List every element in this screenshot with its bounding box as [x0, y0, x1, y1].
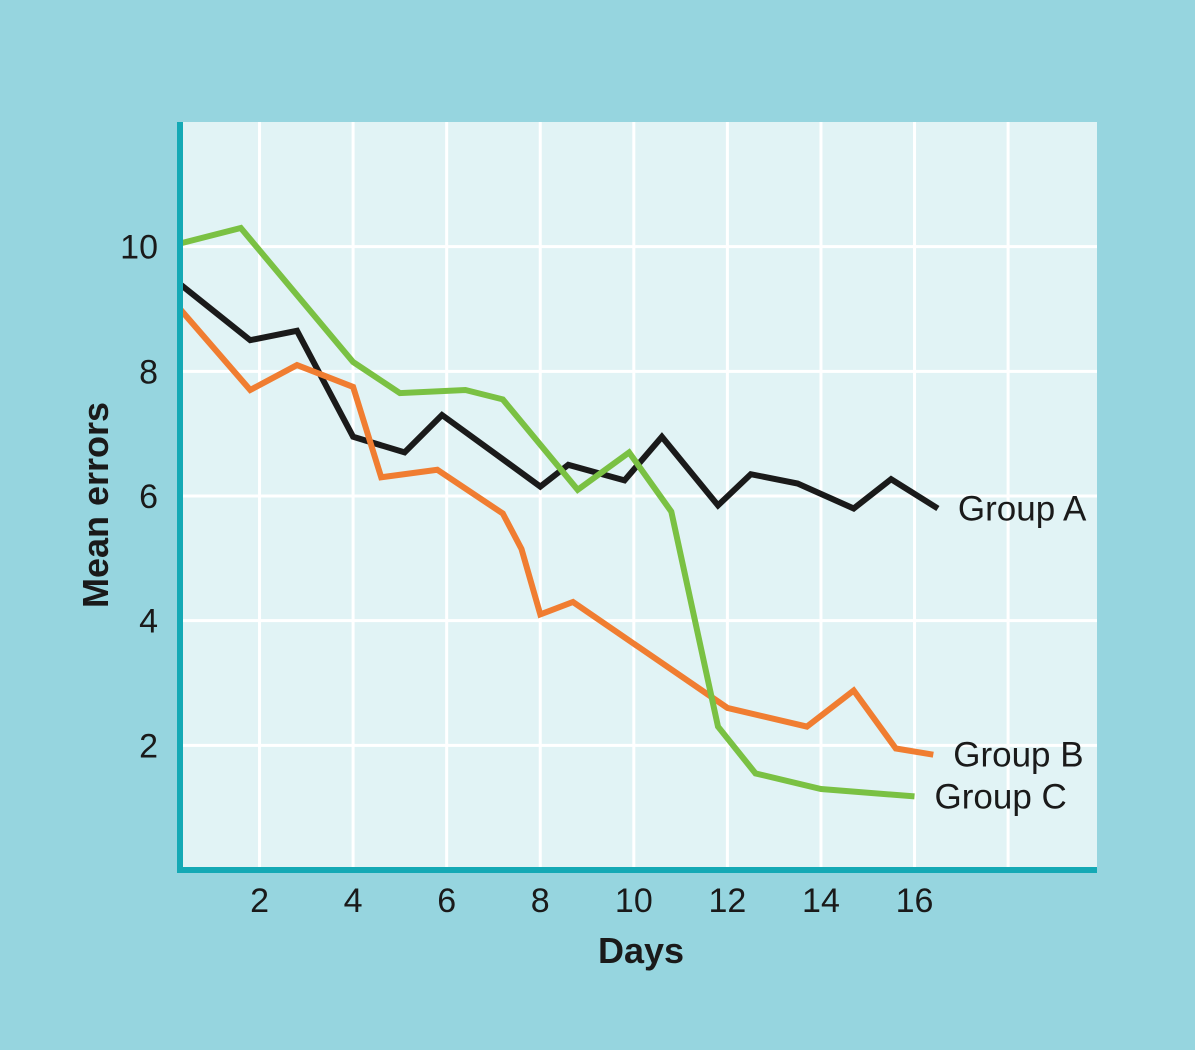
y-tick-labels: 2 4 6 8 10 [120, 229, 158, 766]
x-tick-labels: 2 4 6 8 10 12 14 16 [250, 882, 933, 920]
series-line-group-a [178, 281, 940, 512]
x-tick-label: 4 [344, 882, 363, 920]
x-tick-label: 12 [708, 882, 746, 920]
x-tick-label: 16 [896, 882, 934, 920]
series-line-group-c [179, 224, 915, 800]
x-tick-label: 2 [250, 882, 269, 920]
x-tick-label: 6 [437, 882, 456, 920]
y-tick-label: 2 [139, 727, 158, 765]
x-tick-label: 14 [802, 882, 840, 920]
x-axis-title: Days [598, 930, 684, 971]
y-tick-label: 8 [139, 353, 158, 391]
series-line-group-b [177, 307, 934, 758]
horizontal-gridlines [180, 245, 1097, 747]
series-label-group-c: Group C [935, 777, 1067, 816]
series-lines [177, 224, 940, 800]
x-tick-label: 8 [531, 882, 550, 920]
y-tick-label: 6 [139, 478, 158, 516]
y-axis-title: Mean errors [75, 402, 116, 608]
y-tick-label: 10 [120, 229, 158, 267]
x-tick-label: 10 [615, 882, 653, 920]
series-label-group-a: Group A [958, 489, 1087, 528]
y-tick-label: 4 [139, 603, 158, 641]
series-label-group-b: Group B [953, 736, 1083, 775]
